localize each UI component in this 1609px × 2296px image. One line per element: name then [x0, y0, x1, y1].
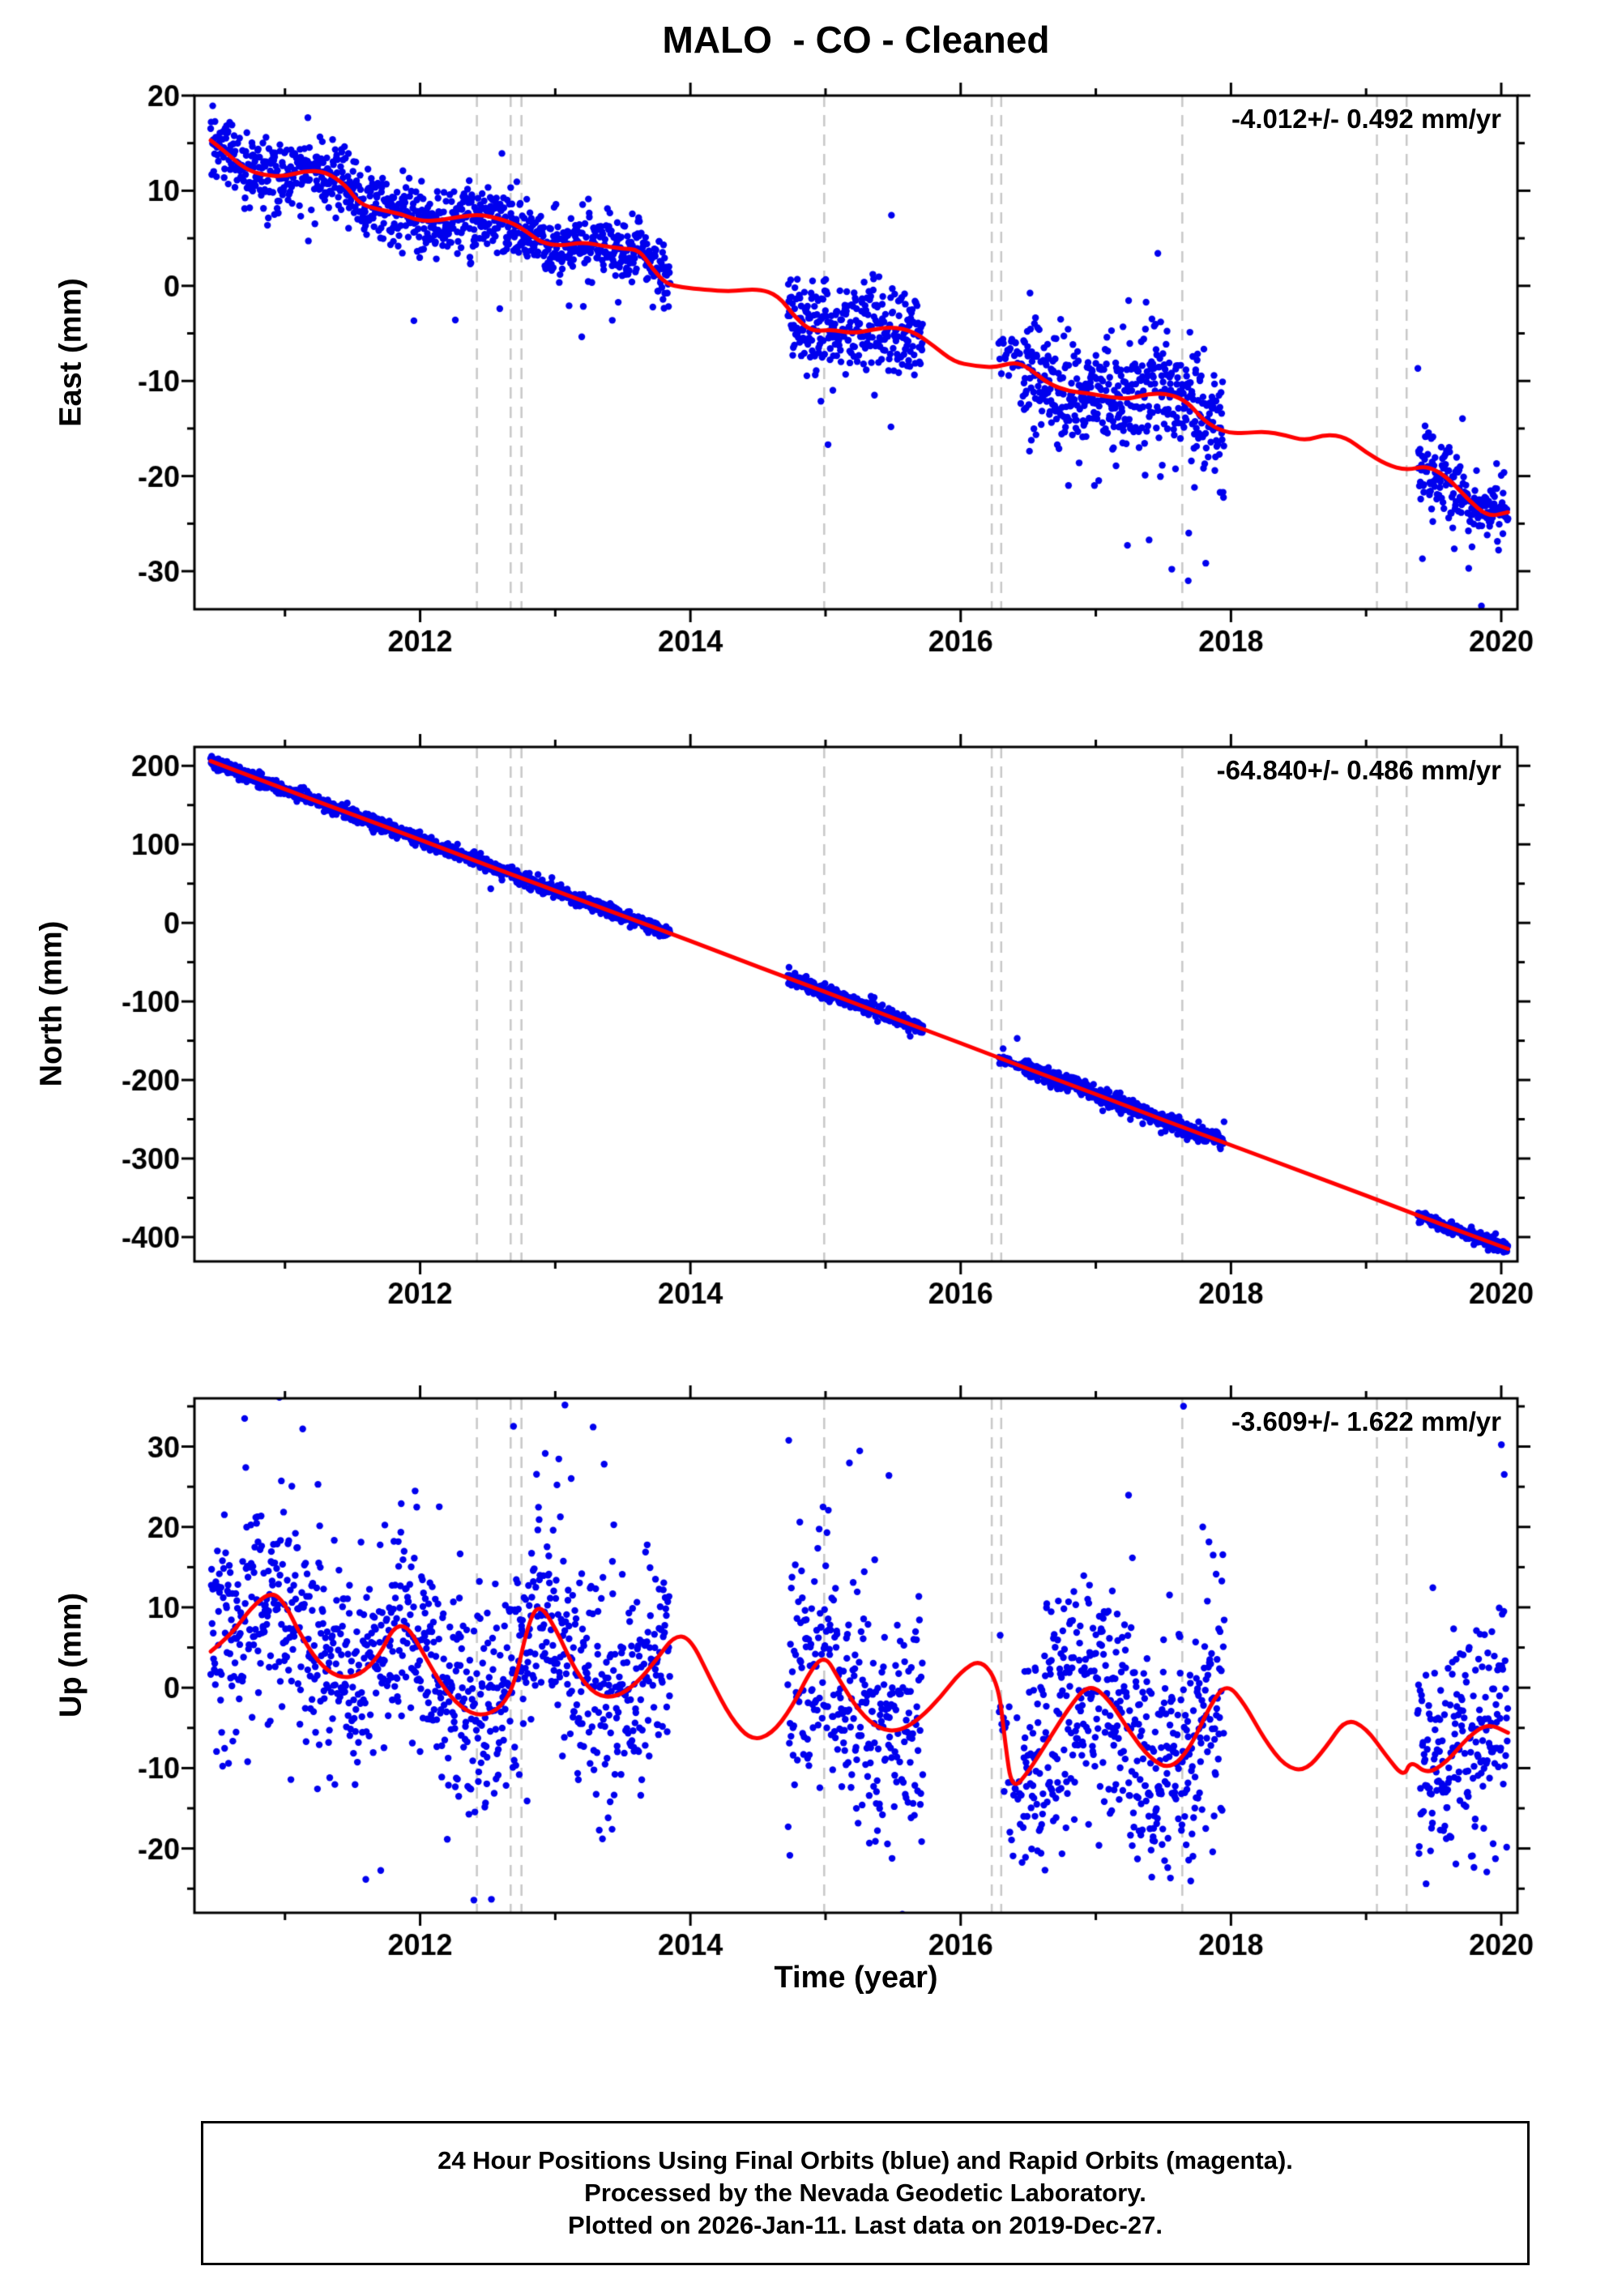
footer-line-3: Plotted on 2026-Jan-11. Last data on 201…	[568, 2211, 1163, 2239]
footer-box: 24 Hour Positions Using Final Orbits (bl…	[201, 2121, 1530, 2265]
footer-line-1: 24 Hour Positions Using Final Orbits (bl…	[437, 2146, 1293, 2174]
footer-line-2: Processed by the Nevada Geodetic Laborat…	[584, 2179, 1146, 2207]
